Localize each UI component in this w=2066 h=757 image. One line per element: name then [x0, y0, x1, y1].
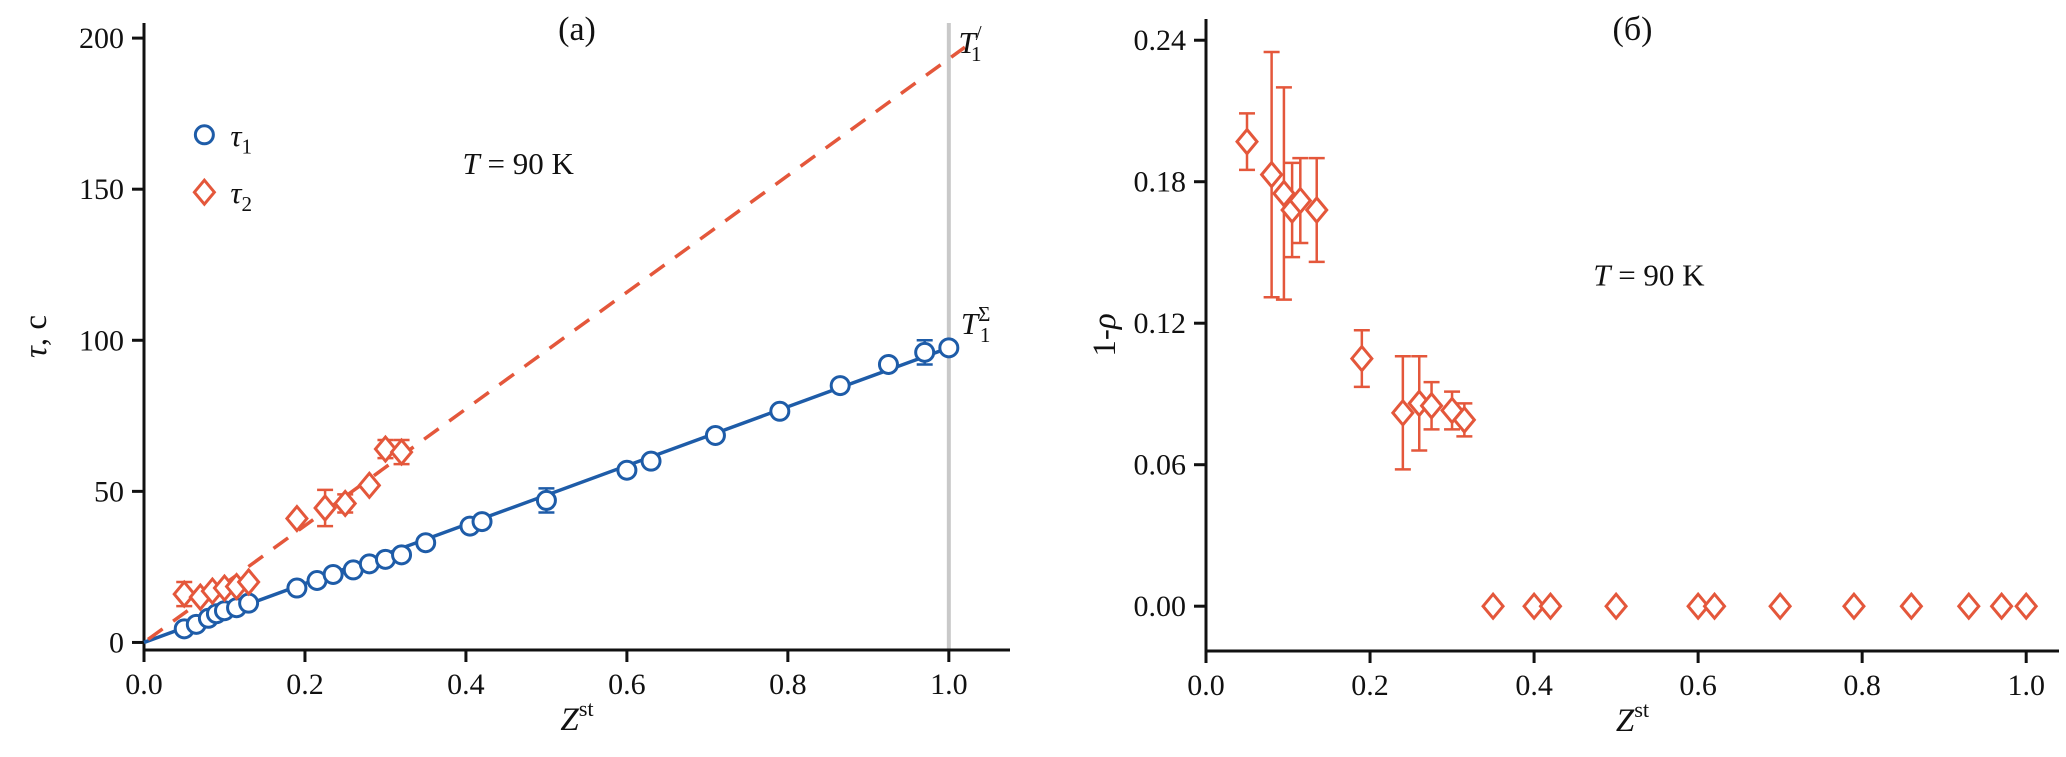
x-tick-label: 0.4 — [1515, 669, 1553, 702]
series-tau1 — [173, 337, 960, 640]
x-tick-label: 0.8 — [769, 668, 807, 701]
x-tick-label: 0.8 — [1843, 669, 1881, 702]
data-point-one-minus-rho — [1956, 591, 1981, 621]
y-tick-label: 0.24 — [1134, 24, 1187, 57]
data-point-tau2 — [284, 504, 309, 533]
chart-b: 0.0 0.2 0.4 0.6 0.8 1.0 0.00 0.06 0.12 0.18 0.24 Zs… — [1087, 11, 2059, 739]
data-point-one-minus-rho — [1686, 591, 1711, 621]
legend-marker-circle — [193, 124, 215, 146]
data-point-one-minus-rho — [1390, 398, 1415, 428]
data-point-one-minus-rho — [1259, 160, 1284, 189]
data-point-tau1 — [535, 489, 557, 511]
y-tick-label: 0 — [109, 626, 124, 659]
data-point-one-minus-rho — [1481, 591, 1506, 621]
data-point-tau2 — [236, 567, 261, 597]
x-tick-label: 1.0 — [2007, 669, 2045, 702]
data-point-one-minus-rho — [1349, 344, 1374, 373]
legend-marker-diamond — [192, 177, 217, 207]
y-tick-label: 200 — [79, 22, 124, 55]
data-point-tau1 — [769, 400, 791, 422]
y-tick-label: 150 — [79, 173, 124, 206]
data-point-one-minus-rho — [1522, 591, 1547, 621]
data-point-one-minus-rho — [1235, 127, 1259, 156]
annotation-temperature: T = 90 K — [463, 146, 575, 181]
x-tick-label: 1.0 — [930, 668, 968, 701]
panel-title: (б) — [1613, 11, 1653, 48]
data-point-tau2 — [313, 493, 338, 523]
chart-a: 0.0 0.2 0.4 0.6 0.8 1.0 0 50 100 150 200 Zst​ τ, с (a… — [18, 11, 1010, 738]
y-tick-label: 0.12 — [1134, 307, 1187, 340]
x-tick-label: 0.0 — [125, 668, 163, 701]
annotation-temperature: T = 90 K — [1593, 257, 1705, 292]
y-tick-label: 0.18 — [1134, 166, 1187, 199]
x-tick-label: 0.0 — [1187, 669, 1225, 702]
panel-title: (a) — [558, 11, 596, 48]
x-axis-label: Zst​ — [1616, 697, 1650, 739]
data-point-tau2 — [172, 579, 197, 609]
x-tick-label: 0.2 — [286, 668, 324, 701]
data-point-tau1 — [704, 424, 726, 446]
x-tick-label: 0.2 — [1351, 669, 1389, 702]
data-point-one-minus-rho — [1288, 186, 1313, 215]
data-point-one-minus-rho — [1419, 391, 1444, 421]
data-point-tau2 — [373, 434, 398, 464]
data-point-tau1 — [391, 544, 413, 566]
data-point-one-minus-rho — [1440, 396, 1465, 425]
series-tau2 — [172, 434, 414, 612]
data-point-one-minus-rho — [1989, 591, 2014, 621]
data-point-one-minus-rho — [1899, 591, 1924, 621]
legend: τ1​τ2​ — [192, 118, 252, 216]
data-point-one-minus-rho — [1538, 591, 1563, 621]
x-tick-label: 0.6 — [1679, 669, 1717, 702]
data-point-one-minus-rho — [2014, 591, 2039, 621]
data-point-one-minus-rho — [1271, 179, 1296, 208]
fit-line-tau2 — [146, 45, 966, 641]
legend-label: τ1​ — [230, 118, 252, 159]
x-tick-label: 0.6 — [608, 668, 646, 701]
y-tick-label: 0.06 — [1134, 449, 1187, 482]
line-label: TΣ1​ — [961, 302, 991, 347]
data-point-one-minus-rho — [1604, 591, 1629, 621]
data-point-tau1 — [322, 563, 344, 585]
y-tick-label: 50 — [94, 475, 124, 508]
line-label: T/1​ — [958, 21, 981, 66]
y-tick-label: 0.00 — [1134, 590, 1187, 623]
data-point-tau1 — [938, 337, 960, 359]
data-point-one-minus-rho — [1304, 195, 1329, 225]
x-tick-label: 0.4 — [447, 668, 485, 701]
panel-a-chart: 0.0 0.2 0.4 0.6 0.8 1.0 0 50 100 150 200 Zst​ τ, с (a… — [18, 11, 1010, 738]
legend-label: τ2​ — [230, 175, 252, 216]
data-point-tau1 — [877, 353, 899, 375]
y-axis-label: τ, с — [18, 315, 54, 358]
data-point-tau1 — [238, 592, 260, 614]
series-one-minus-rho — [1235, 50, 2039, 621]
data-point-tau2 — [389, 437, 414, 467]
data-point-tau2 — [333, 489, 358, 518]
data-point-tau1 — [829, 375, 851, 397]
data-point-tau1 — [616, 459, 638, 481]
data-point-one-minus-rho — [1768, 591, 1793, 621]
data-point-one-minus-rho — [1452, 405, 1477, 435]
data-point-tau1 — [640, 450, 662, 472]
data-point-one-minus-rho — [1841, 591, 1866, 621]
x-axis-label: Zst​ — [560, 696, 594, 738]
data-point-tau2 — [357, 470, 382, 500]
y-axis-label: 1-ρ — [1087, 313, 1123, 356]
panel-b-chart: 0.0 0.2 0.4 0.6 0.8 1.0 0.00 0.06 0.12 0.18 0.24 Zs… — [1073, 0, 2066, 757]
data-point-tau1 — [471, 511, 493, 533]
data-point-tau1 — [286, 577, 308, 599]
y-tick-label: 100 — [79, 324, 124, 357]
data-point-tau1 — [415, 532, 437, 554]
data-point-one-minus-rho — [1702, 591, 1727, 621]
data-point-tau1 — [914, 341, 936, 363]
